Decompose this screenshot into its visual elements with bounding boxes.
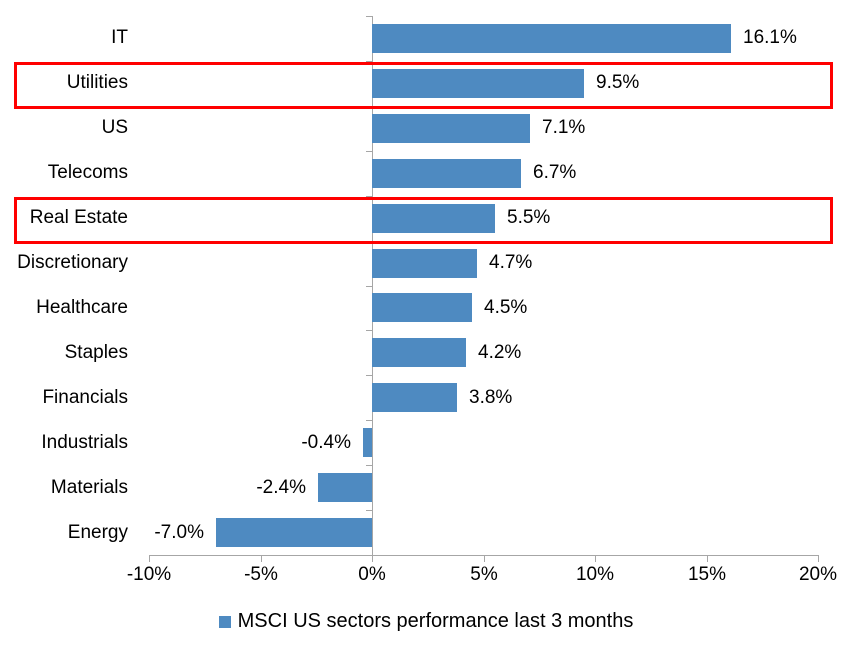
x-tick-label: -10% xyxy=(126,564,172,585)
category-label: Energy xyxy=(67,522,128,543)
value-label: 7.1% xyxy=(542,117,586,138)
x-axis-tick xyxy=(595,555,596,562)
bar xyxy=(372,24,732,53)
value-label: 3.8% xyxy=(469,387,513,408)
category-axis-tick xyxy=(366,465,373,466)
value-label: 5.5% xyxy=(507,207,551,228)
category-axis-tick xyxy=(366,510,373,511)
bar xyxy=(372,293,473,322)
category-axis-tick xyxy=(366,151,373,152)
value-label: 6.7% xyxy=(533,162,577,183)
x-tick-label: 10% xyxy=(575,564,615,585)
value-label: -2.4% xyxy=(256,477,306,498)
x-axis-tick xyxy=(818,555,819,562)
bar xyxy=(318,473,372,502)
highlight-box xyxy=(14,62,833,109)
category-axis-tick xyxy=(366,286,373,287)
category-label: Telecoms xyxy=(47,162,128,183)
value-label: 16.1% xyxy=(743,27,797,48)
category-label: Materials xyxy=(50,477,128,498)
category-label: Utilities xyxy=(66,72,128,93)
value-label: 4.5% xyxy=(484,297,528,318)
x-tick-label: 5% xyxy=(470,564,498,585)
bar xyxy=(372,159,522,188)
category-label: US xyxy=(101,117,128,138)
bar xyxy=(372,249,477,278)
x-axis-tick xyxy=(707,555,708,562)
x-tick-label: -5% xyxy=(244,564,278,585)
bar xyxy=(372,338,466,367)
category-label: Financials xyxy=(42,387,128,408)
category-axis-tick xyxy=(366,196,373,197)
category-axis-tick xyxy=(366,61,373,62)
category-axis-tick xyxy=(366,555,373,556)
category-label: Staples xyxy=(64,342,128,363)
highlight-box xyxy=(14,197,833,244)
legend: MSCI US sectors performance last 3 month… xyxy=(0,610,852,633)
value-label: 4.7% xyxy=(489,252,533,273)
category-label: Industrials xyxy=(41,432,128,453)
bar xyxy=(372,114,531,143)
category-label: Discretionary xyxy=(17,252,128,273)
bar xyxy=(215,518,372,547)
bar xyxy=(372,69,584,98)
category-label: IT xyxy=(111,27,128,48)
legend-label: MSCI US sectors performance last 3 month… xyxy=(237,610,634,632)
value-label: -7.0% xyxy=(154,522,204,543)
x-tick-label: 0% xyxy=(358,564,386,585)
x-tick-label: 20% xyxy=(798,564,838,585)
bar xyxy=(363,428,372,457)
category-axis-tick xyxy=(366,375,373,376)
category-label: Real Estate xyxy=(29,207,128,228)
category-label: Healthcare xyxy=(36,297,128,318)
x-axis-tick xyxy=(372,555,373,562)
value-label: 9.5% xyxy=(596,72,640,93)
category-axis-tick xyxy=(366,330,373,331)
value-label: 4.2% xyxy=(478,342,522,363)
y-axis-line xyxy=(372,16,373,555)
bar xyxy=(372,383,457,412)
bar xyxy=(372,204,495,233)
legend-swatch-icon xyxy=(218,615,231,628)
x-axis-tick xyxy=(484,555,485,562)
value-label: -0.4% xyxy=(301,432,351,453)
category-axis-tick xyxy=(366,16,373,17)
category-axis-tick xyxy=(366,420,373,421)
x-tick-label: 15% xyxy=(687,564,727,585)
x-axis-tick xyxy=(149,555,150,562)
x-axis-tick xyxy=(261,555,262,562)
